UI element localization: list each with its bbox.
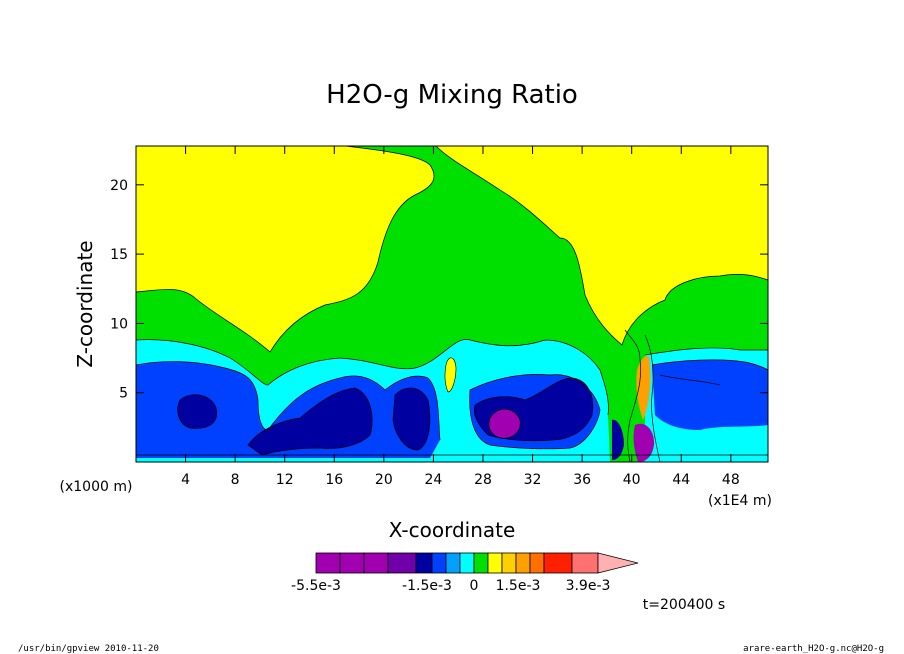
x-tick-label: 16 bbox=[325, 472, 343, 488]
x-tick-label: 24 bbox=[424, 472, 442, 488]
colorbar-swatch bbox=[487, 552, 503, 574]
footer-left: /usr/bin/gpview 2010-11-20 bbox=[18, 644, 159, 654]
x-tick-label: 4 bbox=[181, 472, 190, 488]
y-tick-labels: 5 10 15 20 bbox=[110, 178, 128, 402]
colorbar-extend-arrow bbox=[597, 552, 639, 574]
colorbar-swatch bbox=[473, 552, 489, 574]
x-tick-labels: 4 8 12 16 20 24 28 32 36 40 44 48 bbox=[181, 472, 740, 488]
field-yellow-upper bbox=[436, 146, 768, 345]
colorbar-swatch bbox=[459, 552, 475, 574]
colorbar-swatch bbox=[387, 552, 417, 574]
contour-lines bbox=[136, 146, 768, 462]
colorbar-label: -1.5e-3 bbox=[402, 578, 452, 594]
footer-right: arare-earth_H2O-g.nc@H2O-g bbox=[743, 644, 884, 654]
chart-title: H2O-g Mixing Ratio bbox=[326, 80, 578, 110]
contour-fields bbox=[136, 146, 768, 462]
plot-frame bbox=[135, 145, 769, 463]
field-orange bbox=[636, 355, 651, 420]
field-purple bbox=[488, 409, 655, 462]
colorbar bbox=[315, 552, 639, 574]
colorbar-label: 3.9e-3 bbox=[566, 578, 611, 594]
x-tick-label: 36 bbox=[573, 472, 591, 488]
colorbar-label: 1.5e-3 bbox=[496, 578, 541, 594]
colorbar-swatch bbox=[431, 552, 447, 574]
x-tick-label: 8 bbox=[231, 472, 240, 488]
y-tick-label: 5 bbox=[119, 386, 128, 402]
x-tick-label: 20 bbox=[375, 472, 393, 488]
x-tick-label: 12 bbox=[276, 472, 294, 488]
colorbar-swatch bbox=[571, 552, 599, 574]
colorbar-swatch bbox=[339, 552, 365, 574]
tick-marks bbox=[136, 146, 768, 462]
x-tick-label: 40 bbox=[623, 472, 641, 488]
y-tick-label: 10 bbox=[110, 316, 128, 332]
colorbar-label: -5.5e-3 bbox=[291, 578, 341, 594]
x-unit-right: (x1E4 m) bbox=[708, 493, 772, 509]
x-tick-label: 48 bbox=[722, 472, 740, 488]
x-axis-label: X-coordinate bbox=[389, 518, 516, 542]
field-white-wisp bbox=[444, 357, 457, 393]
x-tick-label: 32 bbox=[524, 472, 542, 488]
colorbar-swatch bbox=[543, 552, 573, 574]
colorbar-label: 0 bbox=[470, 578, 479, 594]
colorbar-swatch bbox=[501, 552, 517, 574]
colorbar-swatch bbox=[445, 552, 461, 574]
colorbar-swatch bbox=[315, 552, 341, 574]
y-tick-label: 20 bbox=[110, 178, 128, 194]
time-label: t=200400 s bbox=[643, 597, 725, 613]
colorbar-swatch bbox=[363, 552, 389, 574]
colorbar-swatch bbox=[515, 552, 531, 574]
y-axis-label: Z-coordinate bbox=[73, 240, 97, 367]
y-tick-label: 15 bbox=[110, 247, 128, 263]
colorbar-labels: -5.5e-3 -1.5e-3 0 1.5e-3 3.9e-3 bbox=[291, 578, 610, 594]
colorbar-swatch bbox=[529, 552, 545, 574]
x-tick-label: 28 bbox=[474, 472, 492, 488]
x-tick-label: 44 bbox=[672, 472, 690, 488]
colorbar-swatch bbox=[415, 552, 433, 574]
x-unit-left: (x1000 m) bbox=[60, 479, 133, 495]
